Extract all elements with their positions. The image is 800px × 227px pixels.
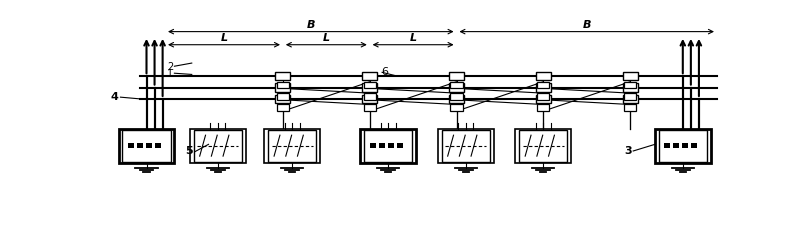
Bar: [674, 143, 679, 148]
Bar: [536, 95, 550, 103]
Bar: [519, 130, 567, 162]
Bar: [537, 104, 550, 111]
Bar: [450, 93, 462, 100]
Bar: [275, 72, 290, 80]
Bar: [536, 72, 550, 80]
Bar: [363, 82, 376, 89]
Bar: [146, 143, 152, 148]
Bar: [190, 129, 246, 163]
Bar: [363, 93, 376, 100]
Bar: [622, 95, 638, 103]
Bar: [449, 83, 464, 92]
Bar: [268, 130, 316, 162]
Bar: [624, 93, 636, 100]
Bar: [194, 130, 242, 162]
Text: 6: 6: [381, 67, 388, 77]
Bar: [624, 82, 636, 89]
Bar: [655, 129, 710, 163]
Bar: [536, 83, 550, 92]
Bar: [155, 143, 161, 148]
Text: L: L: [410, 33, 417, 43]
Bar: [362, 72, 377, 80]
Bar: [622, 72, 638, 80]
Bar: [118, 129, 174, 163]
Bar: [537, 82, 550, 89]
Bar: [362, 95, 377, 103]
Bar: [275, 95, 290, 103]
Text: L: L: [221, 33, 227, 43]
Bar: [128, 143, 134, 148]
Bar: [137, 143, 143, 148]
Bar: [364, 130, 413, 162]
Bar: [664, 143, 670, 148]
Text: 4: 4: [110, 92, 118, 102]
Bar: [449, 95, 464, 103]
Bar: [264, 129, 320, 163]
Bar: [277, 104, 289, 111]
Bar: [361, 129, 416, 163]
Text: B: B: [306, 20, 315, 30]
Text: B: B: [582, 20, 591, 30]
Bar: [622, 83, 638, 92]
Text: 5: 5: [186, 146, 193, 156]
Bar: [515, 129, 571, 163]
Text: 2: 2: [167, 62, 173, 72]
Bar: [624, 104, 636, 111]
Bar: [277, 82, 289, 89]
Bar: [388, 143, 394, 148]
Bar: [682, 143, 688, 148]
Bar: [378, 143, 385, 148]
Bar: [658, 130, 707, 162]
Text: L: L: [322, 33, 330, 43]
Bar: [397, 143, 403, 148]
Bar: [450, 82, 462, 89]
Bar: [449, 72, 464, 80]
Bar: [442, 130, 490, 162]
Bar: [363, 104, 376, 111]
Bar: [450, 104, 462, 111]
Bar: [277, 93, 289, 100]
Bar: [362, 83, 377, 92]
Bar: [691, 143, 698, 148]
Bar: [438, 129, 494, 163]
Bar: [275, 83, 290, 92]
Bar: [122, 130, 170, 162]
Bar: [537, 93, 550, 100]
Text: 1: 1: [167, 69, 173, 79]
Text: 3: 3: [624, 146, 632, 156]
Bar: [370, 143, 376, 148]
